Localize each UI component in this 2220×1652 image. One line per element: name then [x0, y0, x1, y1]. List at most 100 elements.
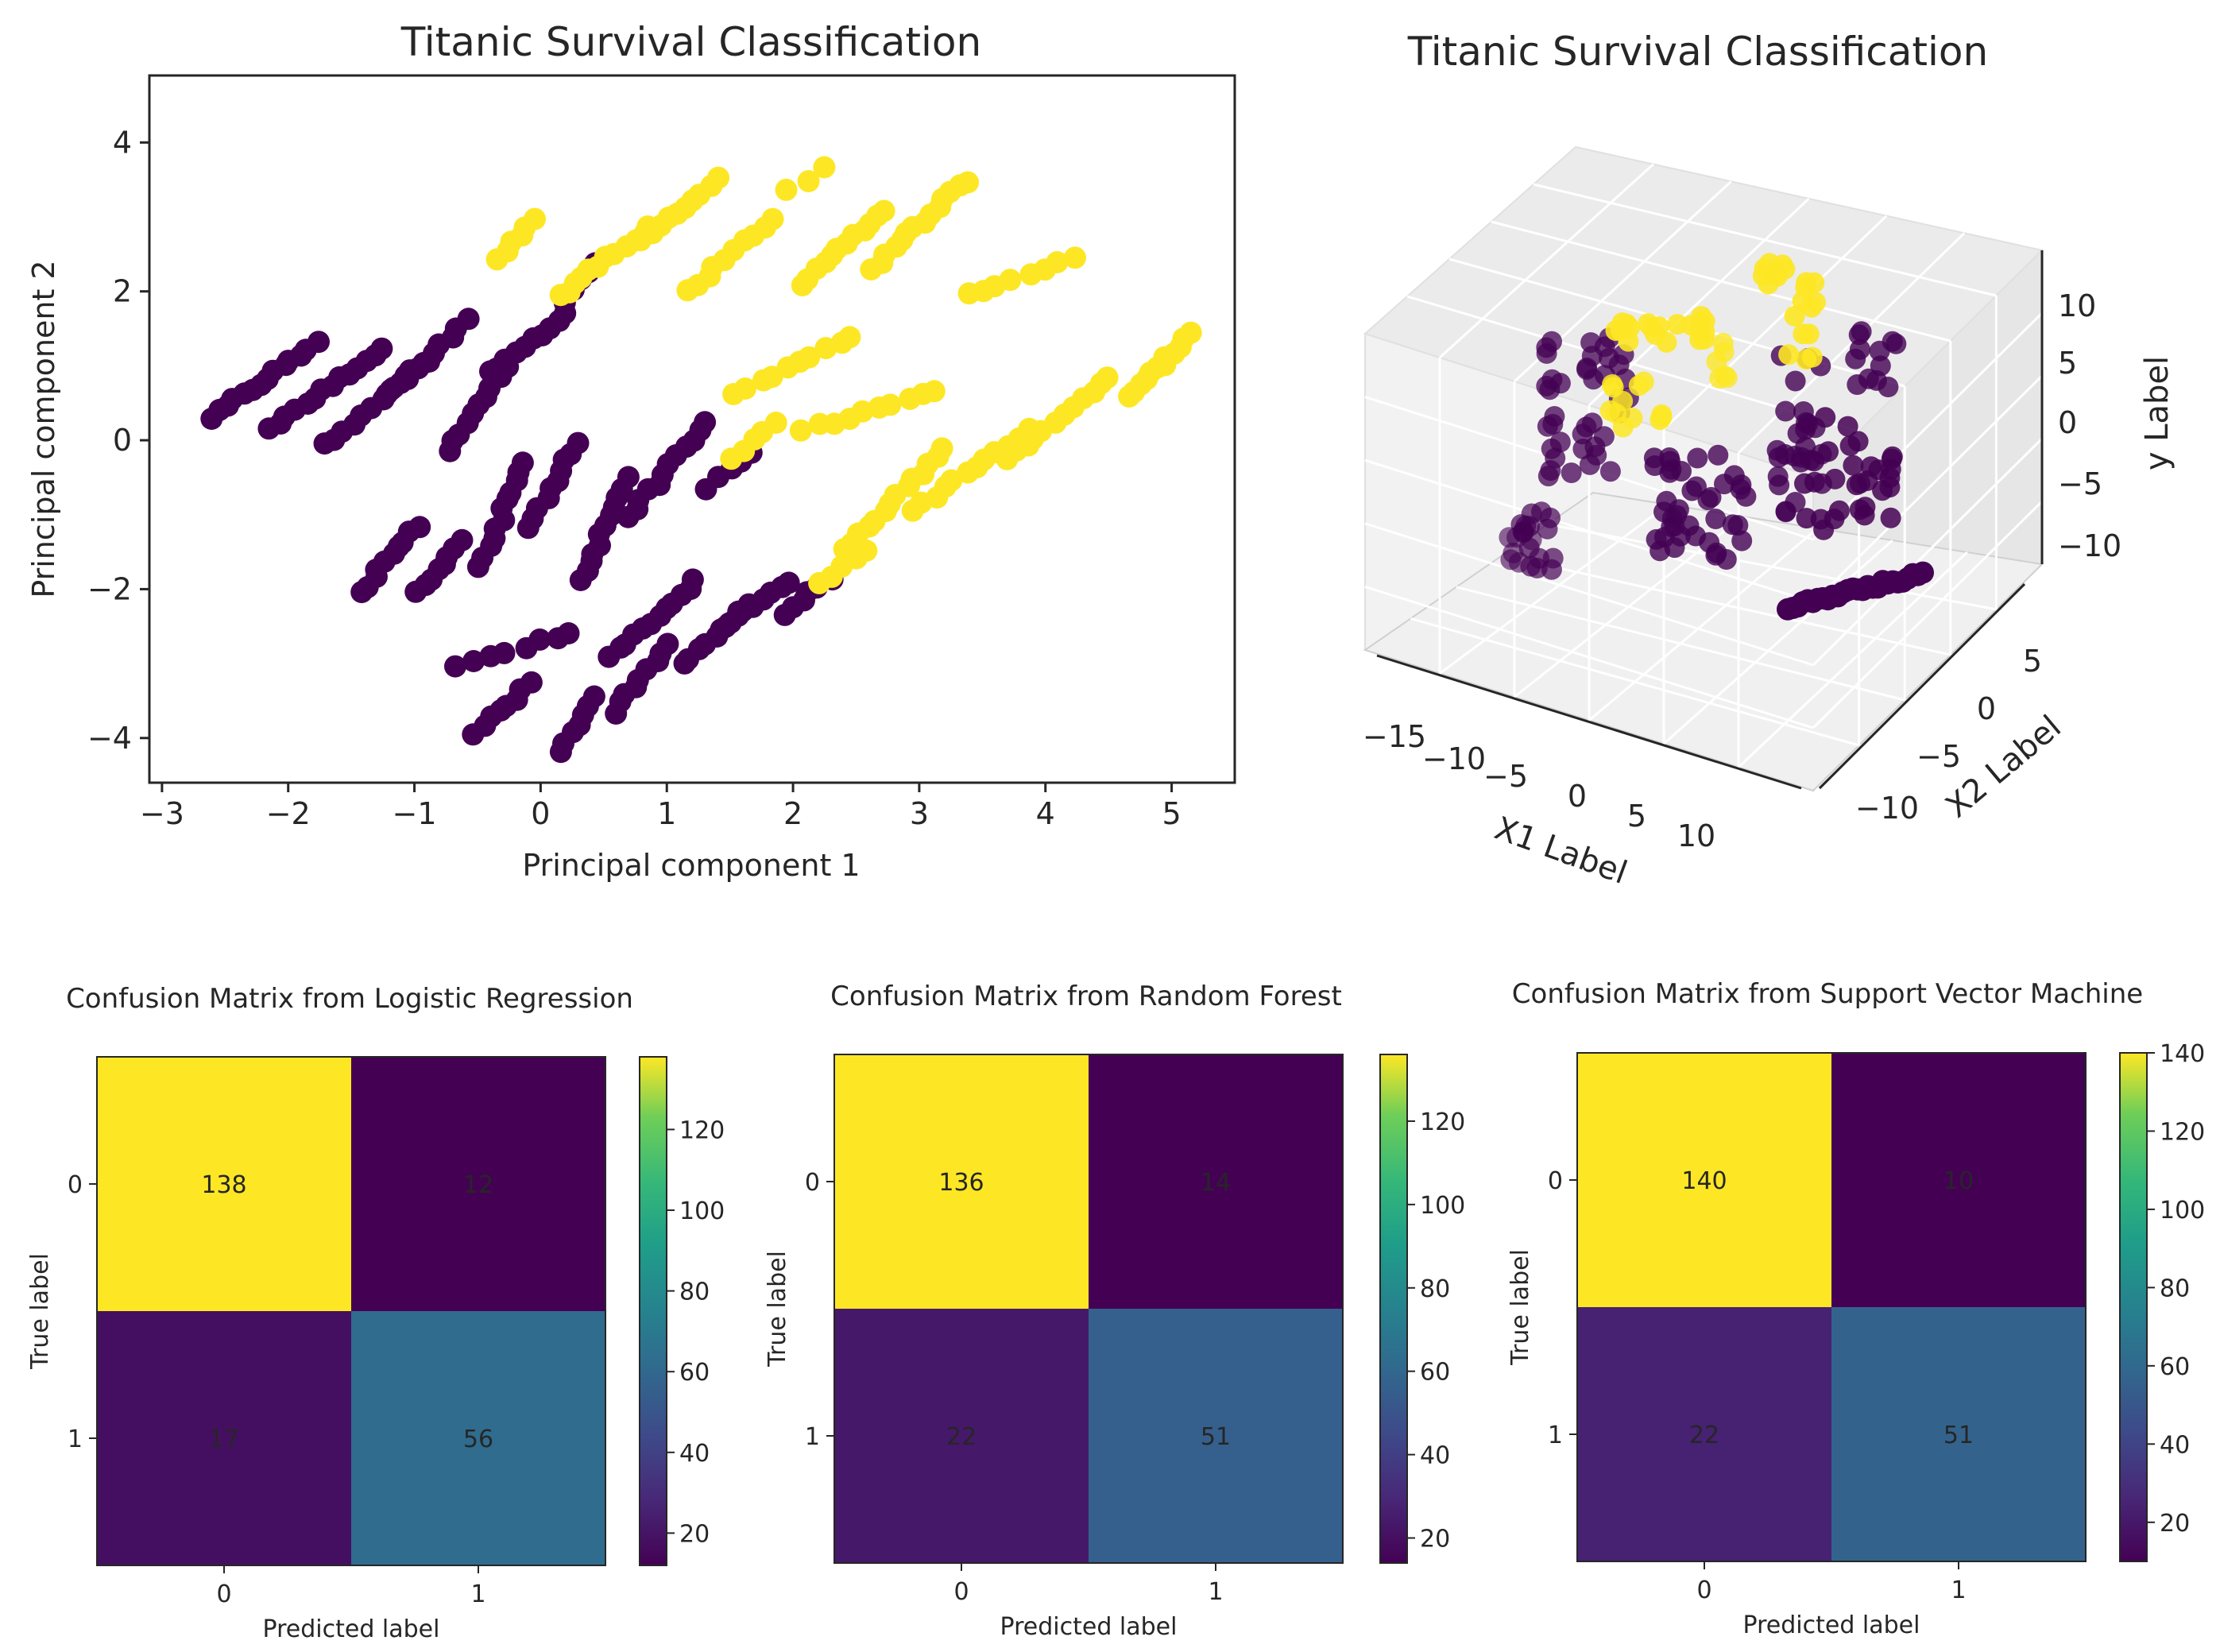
colorbar-tick-label: 60 [2160, 1353, 2190, 1381]
scatter-point-class-0 [444, 655, 466, 678]
scatter-point-class-1 [922, 380, 946, 403]
grid-line [1812, 500, 2044, 729]
cell-value-label: 22 [1689, 1422, 1719, 1449]
scatter-3d-point-class-0 [1775, 400, 1796, 422]
scatter-point-class-1 [838, 326, 861, 349]
scatter-point-class-0 [493, 641, 516, 664]
colorbar-tick-label: 100 [2160, 1197, 2205, 1224]
cell-value-label: 56 [463, 1426, 493, 1453]
grid-line [1533, 183, 1997, 297]
scatter-point-class-1 [1064, 246, 1086, 269]
y-tick-label: −2 [87, 571, 132, 606]
grid-line [1812, 311, 2044, 541]
scatter-point-class-1 [789, 419, 812, 442]
colorbar [639, 1056, 667, 1566]
scatter-3d-point-class-0 [1804, 451, 1825, 472]
scatter-3d-point-class-0 [1681, 480, 1703, 501]
cell-value-label: 51 [1943, 1422, 1974, 1449]
scatter-3d-point-class-0 [1664, 537, 1685, 559]
axis-lines [1376, 250, 2044, 790]
scatter-3d-point-class-0 [1599, 461, 1621, 482]
y-axis-label: True label [1506, 1249, 1534, 1366]
grid-line [1547, 523, 1997, 611]
matrix-cell [1831, 1307, 2086, 1561]
grid-line [1812, 374, 2044, 604]
scatter-3d-point-class-0 [1847, 374, 1868, 395]
grid-line [1662, 215, 1888, 431]
x-tick-label: 0 [953, 1578, 969, 1606]
scatter-3d-point-class-1 [1772, 254, 1793, 276]
x-tick-label: 1 [657, 796, 676, 831]
matrix-cell [1089, 1309, 1343, 1563]
scatter-3d-point-class-0 [1503, 542, 1524, 563]
scatter-3d-point-class-0 [1705, 509, 1727, 529]
scatter-3d-point-class-1 [1805, 292, 1826, 313]
scatter-3d-point-class-0 [1542, 413, 1564, 435]
x-tick-label: −3 [140, 796, 184, 831]
y-axis-label: True label [764, 1251, 791, 1368]
scatter-3d-point-class-0 [1549, 373, 1571, 394]
pca-scatter-chart: Titanic Survival Classification −3 −2 −1 0 1… [26, 19, 1236, 883]
scatter-3d-point-class-0 [1849, 339, 1870, 360]
x-tick-label: −1 [393, 796, 437, 831]
colorbar-tick-label: 120 [679, 1116, 725, 1144]
scatter-3d-point-class-0 [1700, 486, 1722, 508]
scatter-3d-point-class-1 [1656, 331, 1677, 353]
scatter-point-class-1 [999, 269, 1022, 292]
grid-line [1364, 522, 1814, 667]
grid-line [1439, 503, 1669, 675]
pca-points-layer [200, 156, 1202, 764]
x-tick-label: 1 [1208, 1578, 1223, 1606]
scatter-point-class-1 [798, 346, 821, 369]
scatter-3d-point-class-0 [1572, 424, 1593, 445]
matrix-cell [1577, 1053, 1831, 1307]
confusion-matrix-logistic-regression: Confusion Matrix from Logistic Regressio… [26, 983, 725, 1643]
scatter-3d-point-class-0 [1643, 447, 1665, 469]
scatter-3d-point-class-1 [1612, 390, 1634, 412]
y-tick-label: 0 [68, 1171, 83, 1199]
scatter-point-class-1 [707, 166, 730, 189]
grid-line [1663, 539, 1893, 745]
cell-value-label: 51 [1201, 1423, 1231, 1451]
colorbar-tick-label: 120 [1420, 1108, 1465, 1136]
colorbar-tick-label: 60 [679, 1359, 710, 1387]
scatter-3d-point-class-0 [1815, 407, 1836, 428]
scatter-point-class-0 [528, 628, 551, 651]
scatter-point-class-0 [656, 633, 679, 656]
matrix-cell [351, 1057, 605, 1311]
scatter-point-class-1 [775, 178, 798, 201]
scatter-3d-point-class-0 [1785, 492, 1806, 513]
scatter-point-class-0 [777, 571, 800, 594]
chart-title: Confusion Matrix from Support Vector Mac… [1512, 978, 2143, 1010]
x-axis-label: Predicted label [1743, 1611, 1920, 1639]
chart-title: Confusion Matrix from Random Forest [830, 981, 1342, 1012]
scatter-3d-point-class-0 [1810, 509, 1831, 530]
scatter-3d-point-class-0 [1869, 340, 1890, 362]
scatter-point-class-1 [872, 199, 895, 222]
y-tick-label: −5 [2058, 466, 2102, 501]
x-tick-label: 0 [531, 796, 550, 831]
scatter-3d-point-class-0 [1766, 439, 1788, 461]
matrix-cell [1089, 1054, 1343, 1309]
scatter-point-class-0 [617, 466, 640, 489]
x1-tick-label: −5 [1483, 759, 1528, 794]
colorbar [1379, 1054, 1408, 1564]
cell-value-label: 14 [1201, 1169, 1231, 1197]
chart-title: Titanic Survival Classification [1407, 29, 1988, 75]
scatter-3d-point-class-1 [1801, 346, 1823, 368]
colorbar-tick-label: 80 [679, 1279, 710, 1306]
x-tick-label: 4 [1036, 796, 1055, 831]
colorbar [2119, 1052, 2148, 1562]
scatter-3d-point-class-1 [1752, 265, 1773, 287]
x-tick-label: 2 [783, 796, 803, 831]
x-tick-label: 0 [216, 1580, 231, 1608]
y-tick-label: 4 [113, 125, 132, 160]
scatter-3d-point-class-1 [1712, 333, 1734, 354]
scatter-point-class-1 [764, 412, 787, 434]
x1-axis-label: X1 Label [1490, 811, 1632, 892]
scatter-3d-point-class-1 [1778, 344, 1800, 366]
scatter-point-class-1 [851, 400, 874, 423]
scatter-3d-point-class-0 [1708, 444, 1729, 466]
matrix-cell [351, 1311, 605, 1565]
scatter-3d-point-class-0 [1769, 474, 1790, 496]
